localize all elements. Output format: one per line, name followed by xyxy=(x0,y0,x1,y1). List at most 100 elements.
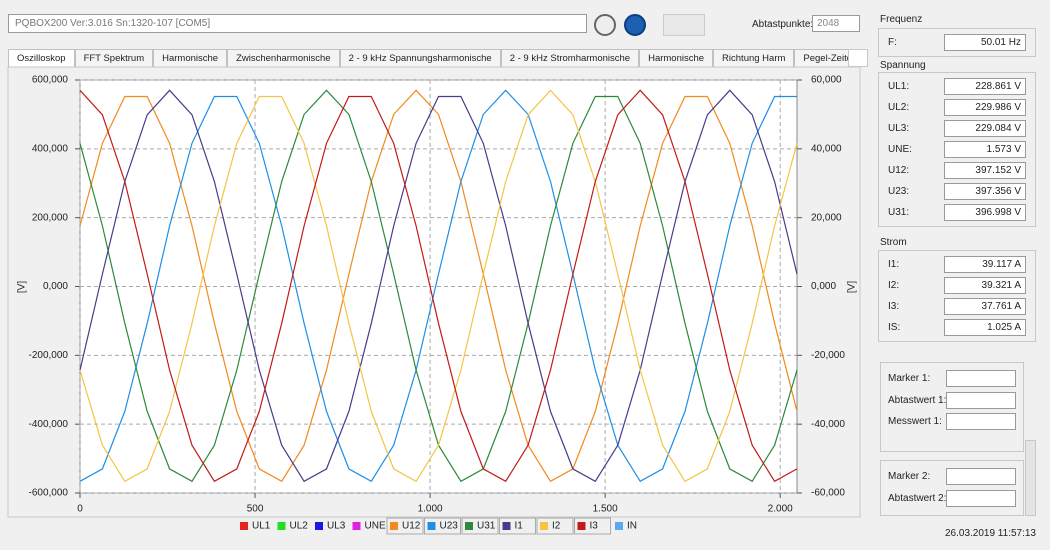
value-label: UL1: xyxy=(888,81,910,92)
legend-swatch xyxy=(577,522,586,530)
x-tick-label: 1.000 xyxy=(418,504,443,515)
y-axis-label: [V] xyxy=(17,281,28,293)
legend-label: I2 xyxy=(552,521,561,532)
legend-label: UL2 xyxy=(290,521,309,532)
value-label: UL2: xyxy=(888,102,910,113)
value-label: U12: xyxy=(888,165,910,176)
tab[interactable]: Richtung Harm xyxy=(713,49,795,67)
value-field: 39.321 A xyxy=(944,277,1026,294)
legend-swatch xyxy=(502,522,511,530)
legend-swatch xyxy=(277,522,286,530)
y2-tick-label: -20,000 xyxy=(811,350,845,361)
value-field: 1.573 V xyxy=(944,141,1026,158)
series-line xyxy=(79,89,798,483)
marker-field[interactable] xyxy=(946,370,1016,387)
value-label: UNE: xyxy=(888,144,912,155)
marker-field[interactable] xyxy=(946,468,1016,485)
value-field: 397.356 V xyxy=(944,183,1026,200)
value-field: 37.761 A xyxy=(944,298,1026,315)
marker-field[interactable] xyxy=(946,489,1016,507)
value-field: 396.998 V xyxy=(944,204,1026,221)
tab[interactable]: Harmonische xyxy=(153,49,228,67)
step-button[interactable] xyxy=(663,14,705,36)
legend-frame xyxy=(499,517,536,535)
x-tick-label: 1.500 xyxy=(593,504,618,515)
play-button[interactable] xyxy=(594,14,616,36)
group-title: Spannung xyxy=(880,60,926,71)
tab[interactable]: 2 - 9 kHz Stromharmonische xyxy=(500,49,640,67)
x-tick-label: 500 xyxy=(247,504,264,515)
value-field: 229.986 V xyxy=(944,99,1026,116)
tab[interactable]: 2 - 9 kHz Spannungsharmonische xyxy=(339,49,501,67)
marker-field[interactable] xyxy=(946,391,1016,409)
legend-label: U23 xyxy=(440,521,459,532)
marker-label: Marker 1: xyxy=(888,373,931,384)
legend-swatch xyxy=(352,522,361,530)
legend-swatch xyxy=(315,522,323,530)
value-field: 228.861 V xyxy=(944,78,1026,95)
value-label: F: xyxy=(888,37,897,48)
legend-frame xyxy=(424,517,461,535)
y-tick-label: -200,000 xyxy=(29,350,69,361)
value-label: U23: xyxy=(888,186,910,197)
value-field: 397.152 V xyxy=(944,162,1026,179)
legend-swatch xyxy=(540,522,548,530)
legend-swatch xyxy=(615,522,623,530)
timestamp: 26.03.2019 11:57:13 xyxy=(944,528,1036,539)
y2-tick-label: 40,000 xyxy=(811,143,842,154)
marker-field[interactable] xyxy=(946,413,1016,430)
legend-frame xyxy=(536,517,574,535)
group-title: Strom xyxy=(880,237,907,248)
legend-label: UL1 xyxy=(252,521,271,532)
value-label: U31: xyxy=(888,207,910,218)
value-label: I1: xyxy=(888,259,900,270)
scrollbar[interactable] xyxy=(1025,440,1036,516)
device-select[interactable]: PQBOX200 Ver:3.016 Sn:1320-107 [COM5] xyxy=(8,14,587,33)
y2-axis-label: [V] xyxy=(847,281,858,293)
y2-tick-label: 20,000 xyxy=(811,212,842,223)
tab[interactable]: Zwischenharmonische xyxy=(227,49,340,67)
legend-label: IN xyxy=(627,521,637,532)
value-field: 39.117 A xyxy=(944,256,1026,273)
legend-swatch xyxy=(240,522,248,530)
y-tick-label: -400,000 xyxy=(29,419,69,430)
tab[interactable]: Pegel-Zeitdiagramm xyxy=(794,49,848,67)
y2-tick-label: 60,000 xyxy=(811,75,842,86)
marker-label: Abtastwert 2: xyxy=(888,492,947,504)
legend-frame xyxy=(386,517,424,535)
y-tick-label: 0,000 xyxy=(43,281,68,292)
samples-select[interactable]: 2048 xyxy=(812,15,860,32)
legend-label: U12 xyxy=(402,521,421,532)
y-tick-label: -600,000 xyxy=(29,488,69,499)
legend-label: I1 xyxy=(515,521,524,532)
marker-label: Messwert 1: xyxy=(888,416,942,427)
value-field: 50.01 Hz xyxy=(944,34,1026,51)
value-label: I2: xyxy=(888,280,900,291)
series-line xyxy=(79,89,798,483)
legend-label: UNE xyxy=(365,521,386,532)
stop-button[interactable] xyxy=(624,14,646,36)
y-tick-label: 200,000 xyxy=(32,212,69,223)
y2-tick-label: 0,000 xyxy=(811,281,836,292)
tab[interactable]: FFT Spektrum xyxy=(74,49,154,67)
y-tick-label: 400,000 xyxy=(32,143,69,154)
legend-frame xyxy=(461,517,499,535)
value-field: 229.084 V xyxy=(944,120,1026,137)
value-label: I3: xyxy=(888,301,900,312)
value-label: IS: xyxy=(888,322,901,333)
y2-tick-label: -60,000 xyxy=(811,488,845,499)
y2-tick-label: -40,000 xyxy=(811,419,845,430)
marker-label: Abtastwert 1: xyxy=(888,394,947,406)
series-line xyxy=(79,89,798,483)
y-tick-label: 600,000 xyxy=(32,75,69,86)
series-line xyxy=(79,89,797,483)
tab[interactable]: Oszilloskop xyxy=(8,49,75,67)
tab-bar: Oszilloskop FFT Spektrum Harmonische Zwisch… xyxy=(8,49,848,67)
x-tick-label: 0 xyxy=(77,504,83,515)
tab[interactable]: Harmonische xyxy=(639,49,714,67)
value-label: UL3: xyxy=(888,123,910,134)
value-field: 1.025 A xyxy=(944,319,1026,336)
samples-label: Abtastpunkte: xyxy=(752,19,814,30)
legend-label: U31 xyxy=(477,521,496,532)
